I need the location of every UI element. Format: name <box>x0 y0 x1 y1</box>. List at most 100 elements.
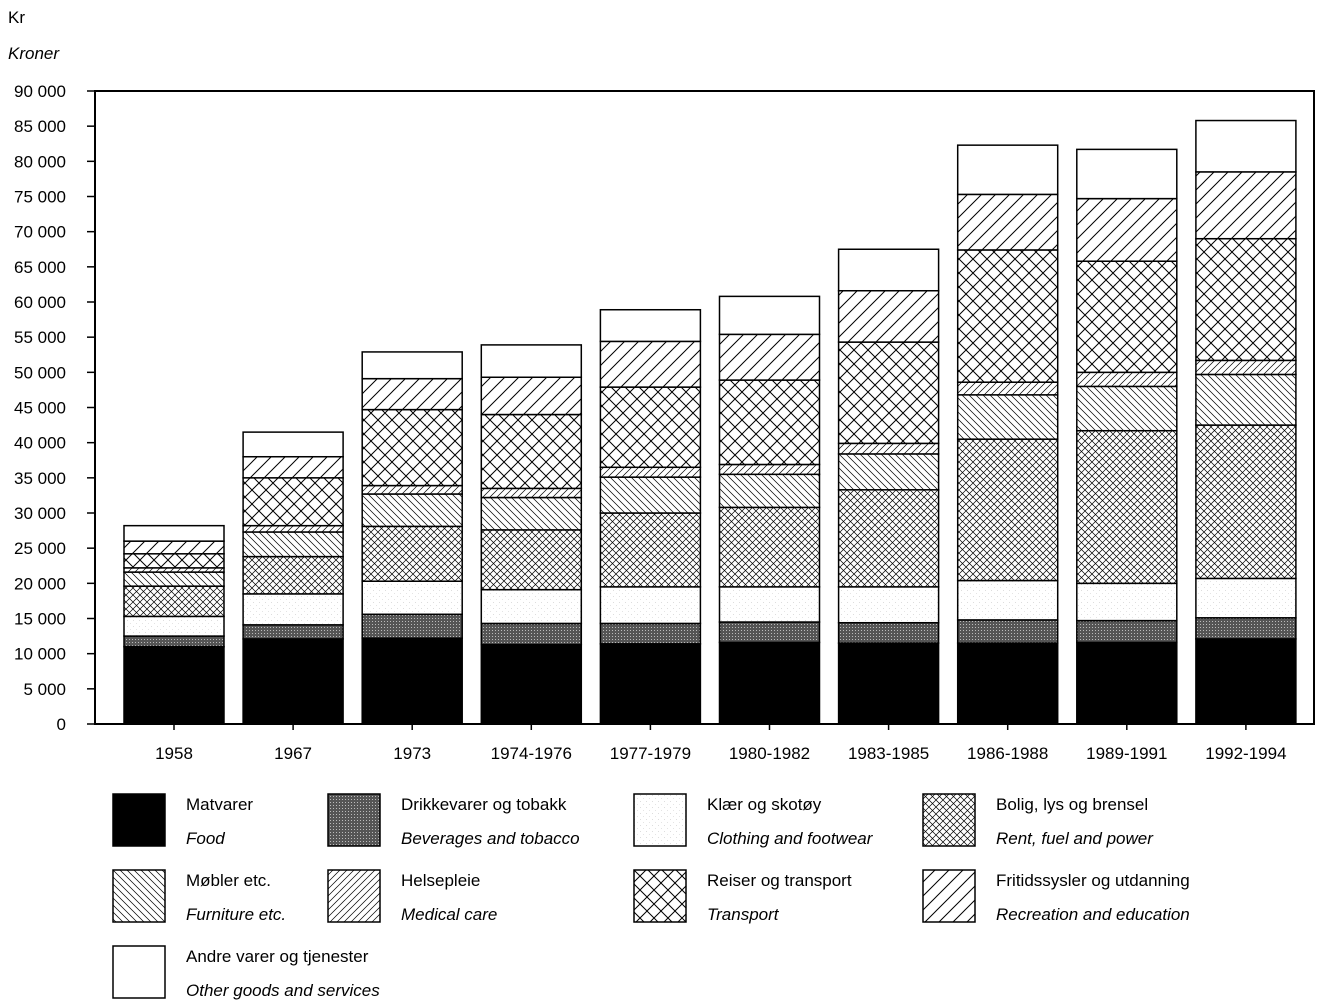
bar-segment <box>1195 359 1297 376</box>
bar-segment <box>361 484 463 495</box>
bar-segment <box>480 344 583 379</box>
bar-segment <box>956 381 1059 396</box>
bar-segment <box>480 622 583 646</box>
bar-segment <box>956 249 1059 383</box>
bar-segment <box>718 295 821 336</box>
bar-stack <box>718 295 821 725</box>
bar-segment <box>718 621 821 644</box>
y-tick-label: 35 000 <box>14 469 66 488</box>
bar-segment <box>480 588 583 625</box>
bar-segment <box>480 487 583 499</box>
bar-segment <box>123 553 225 569</box>
bar-segment <box>480 413 583 490</box>
bar-segment <box>361 377 463 411</box>
bar-segment <box>361 525 463 582</box>
bar-stack <box>242 431 344 725</box>
bar-segment <box>480 529 583 591</box>
bar-segment <box>123 571 225 587</box>
bar-segment <box>837 289 940 343</box>
bar-segment <box>599 466 702 478</box>
x-tick-label: 1974-1976 <box>491 744 572 763</box>
bar-stack <box>1195 119 1297 725</box>
bar-segment <box>1076 197 1178 262</box>
bar-segment <box>599 512 702 588</box>
bar-segment <box>480 496 583 531</box>
bar-segment <box>837 489 940 588</box>
bar-segment <box>718 641 821 725</box>
y-tick-label: 60 000 <box>14 293 66 312</box>
bar-segment <box>242 524 344 533</box>
bar-segment <box>361 580 463 616</box>
y-axis: 0 5 000 10 000 15 000 20 000 25 000 30 000 35 0… <box>14 82 95 734</box>
bar-segment <box>956 642 1059 725</box>
y-tick-label: 70 000 <box>14 223 66 242</box>
x-tick-label: 1980-1982 <box>729 744 810 763</box>
bar-segment <box>1076 148 1178 200</box>
x-tick-label: 1977-1979 <box>610 744 691 763</box>
bar-segment <box>1195 237 1297 362</box>
x-tick-label: 1992-1994 <box>1205 744 1286 763</box>
bar-segment <box>837 586 940 624</box>
bar-segment <box>123 615 225 637</box>
bar-segment <box>718 333 821 381</box>
bar-segment <box>599 586 702 625</box>
bar-stack <box>1076 148 1178 725</box>
bar-segment <box>1195 638 1297 725</box>
y-tick-label: 55 000 <box>14 328 66 347</box>
bar-segment <box>123 524 225 542</box>
x-tick-label: 1989-1991 <box>1086 744 1167 763</box>
bar-stack <box>837 248 940 725</box>
bar-segment <box>718 586 821 623</box>
bar-segment <box>242 477 344 527</box>
bar-segment <box>361 637 463 725</box>
y-unit-label-en: Kroner <box>8 44 60 63</box>
y-tick-label: 20 000 <box>14 574 66 593</box>
bar-segment <box>837 442 940 455</box>
bar-segment <box>242 593 344 626</box>
bar-segment <box>1195 171 1297 240</box>
bar-segment <box>718 379 821 466</box>
bar-stack <box>361 351 463 725</box>
bar-segment <box>242 555 344 595</box>
bar-segment <box>123 645 225 725</box>
x-axis: 1958 1967 1973 1974-1976 1977-1979 1980-1982 1… <box>155 724 1287 763</box>
bar-segment <box>1076 385 1178 432</box>
y-tick-label: 75 000 <box>14 188 66 207</box>
bar-segment <box>956 193 1059 251</box>
y-tick-label: 15 000 <box>14 610 66 629</box>
bar-segment <box>956 438 1059 582</box>
bar-segment <box>361 408 463 487</box>
bar-segment <box>837 341 940 445</box>
bar-segment <box>599 308 702 343</box>
bar-segment <box>718 463 821 476</box>
bar-segment <box>1076 619 1178 644</box>
bar-segment <box>242 531 344 558</box>
bar-segment <box>1195 119 1297 173</box>
y-tick-label: 25 000 <box>14 539 66 558</box>
y-tick-label: 30 000 <box>14 504 66 523</box>
bar-segment <box>599 340 702 388</box>
bar-segment <box>242 455 344 479</box>
bar-segment <box>718 506 821 588</box>
y-tick-label: 80 000 <box>14 152 66 171</box>
x-tick-label: 1973 <box>393 744 431 763</box>
bar-segment <box>361 493 463 528</box>
bar-segment <box>1076 582 1178 622</box>
bar-stack <box>480 344 583 725</box>
bars <box>123 119 1297 725</box>
y-tick-label: 10 000 <box>14 645 66 664</box>
bar-segment <box>242 624 344 640</box>
bar-segment <box>1195 617 1297 640</box>
bar-segment <box>837 621 940 644</box>
y-tick-label: 45 000 <box>14 399 66 418</box>
bar-segment <box>956 144 1059 196</box>
bar-segment <box>1195 373 1297 426</box>
bar-segment <box>242 638 344 725</box>
bar-segment <box>599 622 702 645</box>
y-tick-label: 85 000 <box>14 117 66 136</box>
bar-segment <box>123 635 225 648</box>
bar-segment <box>837 248 940 292</box>
bar-segment <box>718 473 821 509</box>
y-tick-label: 65 000 <box>14 258 66 277</box>
